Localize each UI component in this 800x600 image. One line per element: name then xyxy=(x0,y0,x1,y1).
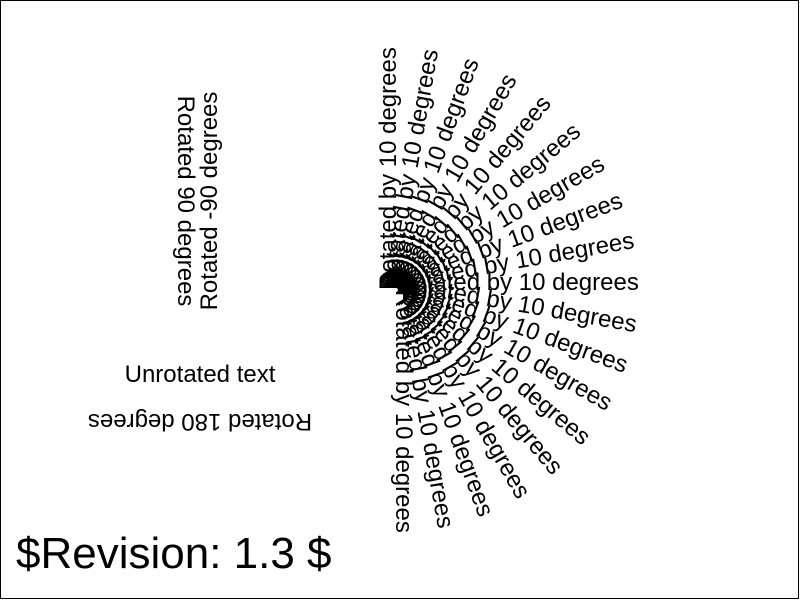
fan-text-18: Rotated by 10 degrees xyxy=(390,290,417,533)
revision-label: $Revision: 1.3 $ xyxy=(16,529,332,578)
rotated-minus-90-text: Rotated -90 degrees xyxy=(196,92,223,311)
fan-text-9: Rotated by 10 degrees xyxy=(396,269,639,296)
rotated-90-text: Rotated 90 degrees xyxy=(172,96,199,307)
unrotated-text: Unrotated text xyxy=(125,361,276,388)
fan-text-0: Rotated by 10 degrees xyxy=(375,47,402,290)
rotated-180-text: Rotated 180 degrees xyxy=(88,408,312,435)
